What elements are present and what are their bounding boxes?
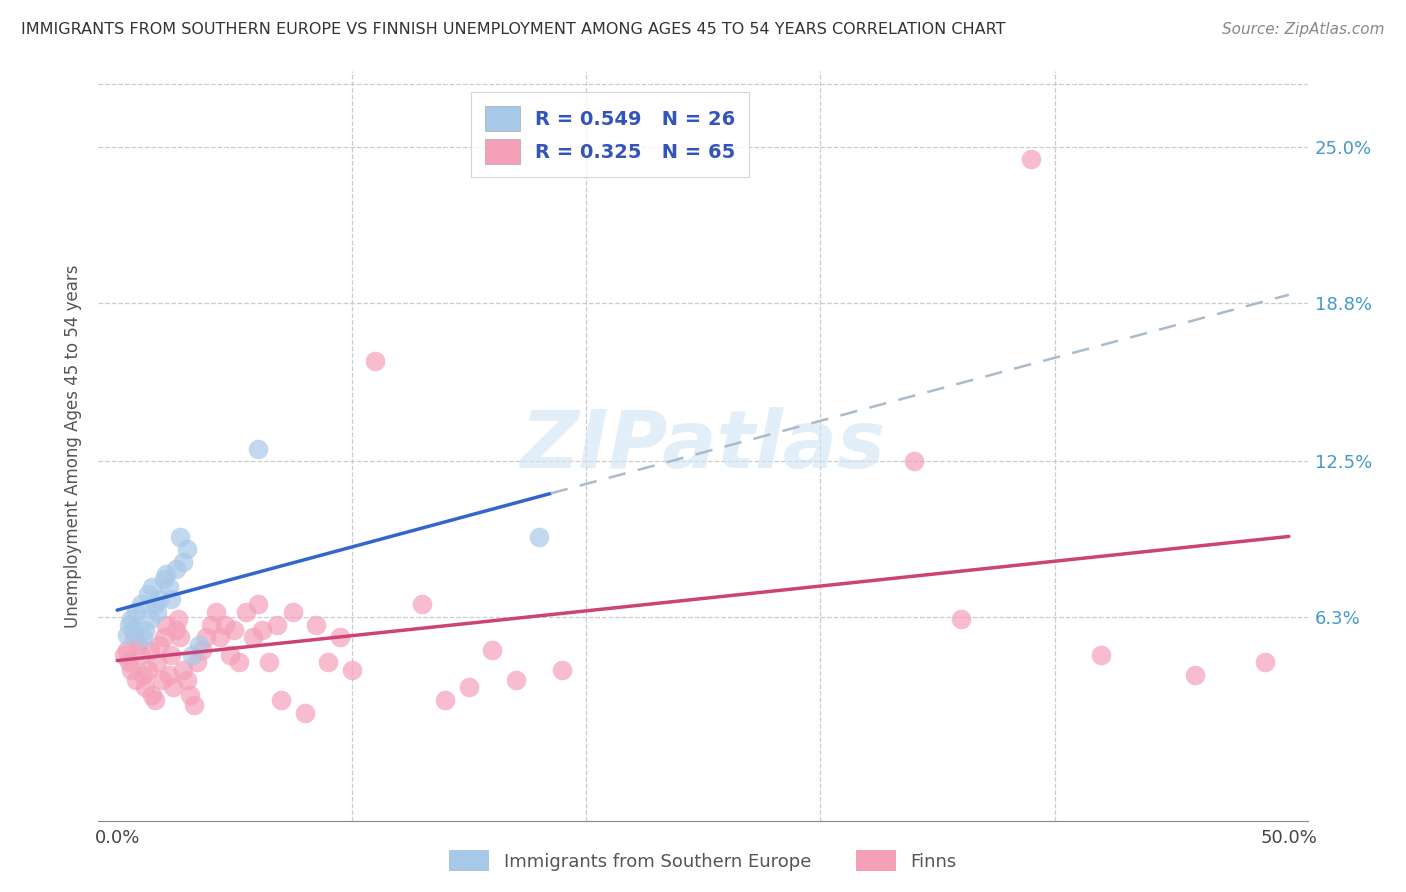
Legend: Immigrants from Southern Europe, Finns: Immigrants from Southern Europe, Finns <box>443 843 963 879</box>
Point <box>179 688 201 702</box>
Point <box>148 638 170 652</box>
Text: Source: ZipAtlas.com: Source: ZipAtlas.com <box>1222 22 1385 37</box>
Point <box>434 693 457 707</box>
Point <box>1019 153 1042 167</box>
Point <box>153 630 176 644</box>
Point <box>146 655 169 669</box>
Point <box>949 612 972 626</box>
Point <box>246 598 269 612</box>
Point <box>134 681 156 695</box>
Point <box>122 630 145 644</box>
Point <box>120 612 142 626</box>
Point <box>155 617 177 632</box>
Point <box>118 617 141 632</box>
Point <box>160 592 183 607</box>
Point <box>125 605 148 619</box>
Point <box>188 638 211 652</box>
Point <box>127 638 149 652</box>
Point <box>186 655 208 669</box>
Text: IMMIGRANTS FROM SOUTHERN EUROPE VS FINNISH UNEMPLOYMENT AMONG AGES 45 TO 54 YEAR: IMMIGRANTS FROM SOUTHERN EUROPE VS FINNI… <box>21 22 1005 37</box>
Point <box>115 627 138 641</box>
Point <box>204 605 226 619</box>
Point <box>167 612 190 626</box>
Point <box>218 648 240 662</box>
Point <box>1254 655 1277 669</box>
Point <box>281 605 304 619</box>
Point <box>457 681 479 695</box>
Text: ZIPatlas: ZIPatlas <box>520 407 886 485</box>
Point <box>411 598 433 612</box>
Point <box>364 353 387 368</box>
Point <box>270 693 292 707</box>
Point <box>143 598 166 612</box>
Point <box>122 623 145 637</box>
Point <box>136 587 159 601</box>
Point <box>183 698 205 712</box>
Point <box>209 630 232 644</box>
Point <box>176 673 198 687</box>
Point <box>195 630 218 644</box>
Point <box>162 681 184 695</box>
Point <box>150 673 173 687</box>
Point <box>481 642 503 657</box>
Point <box>165 562 187 576</box>
Point <box>153 572 176 586</box>
Point <box>155 567 177 582</box>
Point <box>259 655 281 669</box>
Point <box>246 442 269 456</box>
Point <box>1090 648 1112 662</box>
Point <box>139 612 162 626</box>
Point <box>141 688 163 702</box>
Point <box>305 617 328 632</box>
Point <box>224 623 246 637</box>
Point <box>181 648 204 662</box>
Point <box>903 454 925 468</box>
Point <box>115 642 138 657</box>
Point <box>112 648 135 662</box>
Point <box>340 663 363 677</box>
Point <box>228 655 250 669</box>
Y-axis label: Unemployment Among Ages 45 to 54 years: Unemployment Among Ages 45 to 54 years <box>65 264 83 628</box>
Point <box>266 617 288 632</box>
Legend: R = 0.549   N = 26, R = 0.325   N = 65: R = 0.549 N = 26, R = 0.325 N = 65 <box>471 92 749 178</box>
Point <box>136 663 159 677</box>
Point <box>134 623 156 637</box>
Point <box>190 642 212 657</box>
Point <box>148 592 170 607</box>
Point <box>160 648 183 662</box>
Point <box>527 529 550 543</box>
Point <box>505 673 527 687</box>
Point <box>118 655 141 669</box>
Point <box>157 668 180 682</box>
Point <box>329 630 352 644</box>
Point <box>157 580 180 594</box>
Point <box>176 542 198 557</box>
Point <box>129 598 152 612</box>
Point <box>235 605 257 619</box>
Point <box>129 648 152 662</box>
Point <box>252 623 274 637</box>
Point <box>294 706 316 720</box>
Point <box>200 617 222 632</box>
Point <box>141 580 163 594</box>
Point <box>125 673 148 687</box>
Point <box>169 529 191 543</box>
Point <box>316 655 339 669</box>
Point <box>169 630 191 644</box>
Point <box>139 642 162 657</box>
Point <box>143 693 166 707</box>
Point <box>214 617 236 632</box>
Point <box>242 630 264 644</box>
Point <box>146 605 169 619</box>
Point <box>132 630 155 644</box>
Point <box>165 623 187 637</box>
Point <box>172 555 194 569</box>
Point <box>1184 668 1206 682</box>
Point <box>132 668 155 682</box>
Point <box>551 663 574 677</box>
Point <box>172 663 194 677</box>
Point <box>120 663 142 677</box>
